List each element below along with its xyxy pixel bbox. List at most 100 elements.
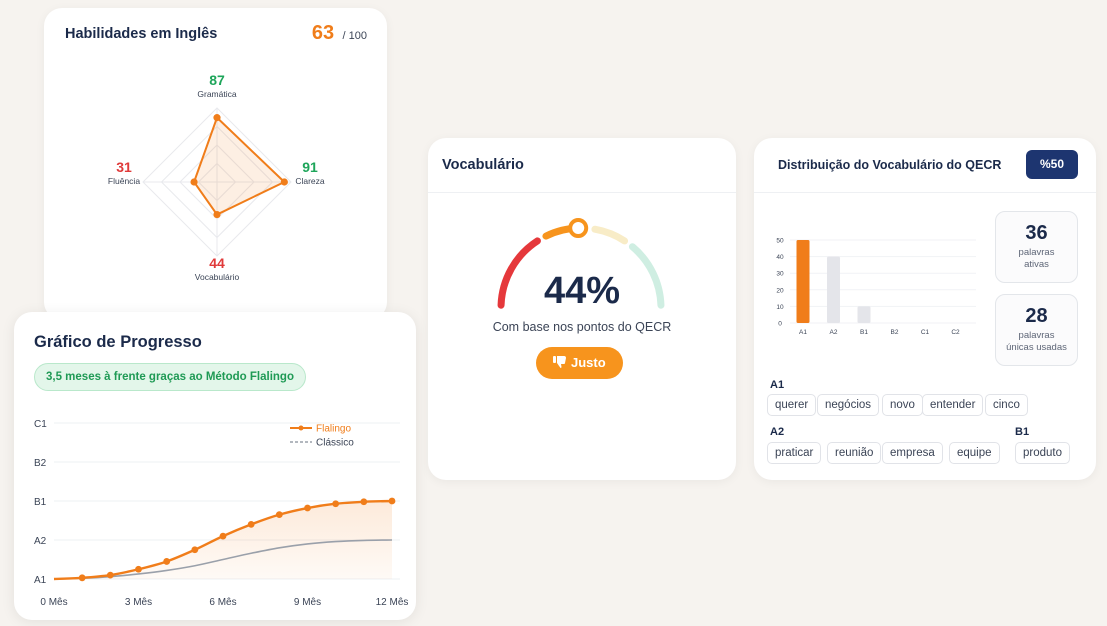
distribution-divider (754, 192, 1096, 193)
stat-unique-label-2: únicas usadas (1006, 342, 1067, 353)
word-chip: equipe (949, 442, 1000, 464)
word-chip: novo (882, 394, 923, 416)
progress-card: Gráfico de Progresso 3,5 meses à frente … (14, 312, 416, 620)
vocabulary-divider (428, 192, 736, 193)
skills-card: Habilidades em Inglês 63 / 100 87 Gramáti… (44, 8, 387, 320)
stat-unique-words: 28 palavras únicas usadas (995, 294, 1078, 366)
vocabulary-card: Vocabulário 44% Com base nos pontos do Q… (428, 138, 736, 480)
bar-y-label-10: 10 (776, 304, 784, 311)
cefr-bar-chart: 0 10 20 30 40 50 A1 A2 B1 B2 C1 C2 (776, 238, 976, 336)
vocabulary-subtitle: Com base nos pontos do QECR (492, 320, 672, 334)
progress-badge: 3,5 meses à frente graças ao Método Flal… (34, 363, 306, 391)
stat-active-number: 36 (1025, 222, 1048, 244)
level-label-a2: A2 (770, 426, 785, 438)
y-axis-labels: A1 A2 B1 B2 C1 (34, 419, 47, 586)
radar-score-3: 44 (209, 255, 225, 271)
rating-button[interactable]: Justo (536, 347, 623, 379)
flalingo-point-12 (388, 497, 396, 505)
word-chip: querer (767, 394, 817, 416)
bar-bars (796, 240, 871, 323)
flalingo-point-7 (247, 521, 255, 528)
radar-label-3: Vocabulário (195, 272, 240, 282)
bar-x-labels: A1 A2 B1 B2 C1 C2 (799, 329, 960, 336)
thumbs-down-icon (553, 348, 567, 368)
bar-x-label-A2: A2 (830, 329, 838, 336)
x-label-0: 0 Mês (40, 597, 67, 608)
radar-point-3 (213, 210, 221, 219)
bar-grid (790, 239, 976, 324)
stat-active-label-2: ativas (1024, 259, 1049, 270)
radar-point-2 (280, 178, 288, 186)
legend-classic-label: Clássico (316, 438, 354, 449)
flalingo-points (78, 497, 396, 582)
bar-B1 (857, 306, 871, 323)
y-label-C1: C1 (34, 419, 47, 430)
radar-score-4: 31 (116, 159, 132, 175)
flalingo-point-5 (191, 546, 199, 554)
word-chip: cinco (985, 394, 1028, 416)
bar-A1 (796, 240, 810, 323)
y-label-B1: B1 (34, 497, 47, 508)
radar-label-4: Fluência (108, 176, 140, 186)
radar-label-1: Gramática (197, 89, 236, 99)
level-label-b1: B1 (1015, 426, 1030, 438)
radar-label-2: Clareza (295, 176, 325, 186)
word-chip: praticar (767, 442, 822, 464)
bar-y-label-50: 50 (776, 238, 784, 245)
stat-active-label-1: palavras (1018, 247, 1055, 258)
gauge-marker (568, 218, 589, 239)
vocabulary-title: Vocabulário (442, 157, 524, 173)
cefr-distribution-title: Distribuição do Vocabulário do QECR (778, 158, 1002, 172)
radar-score-1: 87 (209, 72, 225, 88)
x-label-3: 9 Mês (294, 597, 321, 608)
word-chip: produto (1015, 442, 1071, 464)
word-chip: entender (922, 394, 984, 416)
radar-polygon (192, 115, 287, 216)
flalingo-point-4 (163, 558, 171, 565)
flalingo-point-11 (360, 498, 368, 506)
radar-score-2: 91 (302, 159, 318, 175)
radar-point-4 (190, 178, 198, 186)
bar-x-label-C2: C2 (951, 329, 960, 336)
rating-button-label: Justo (570, 355, 606, 370)
bar-y-label-30: 30 (776, 271, 784, 278)
bar-y-labels: 0 10 20 30 40 50 (776, 238, 784, 328)
word-chip: negócios (817, 394, 880, 416)
skills-title: Habilidades em Inglês (65, 26, 218, 42)
flalingo-area (54, 501, 392, 579)
gauge-segment-high (591, 225, 629, 245)
progress-legend: Flalingo Clássico (290, 424, 354, 449)
level-label-a1: A1 (770, 379, 785, 391)
gauge-segment-top (628, 243, 665, 309)
y-label-A2: A2 (34, 536, 47, 547)
skills-score: 63 / 100 (312, 22, 367, 45)
bar-A2 (827, 256, 840, 323)
x-axis-labels: 0 Mês 3 Mês 6 Mês 9 Mês 12 Mês (40, 597, 408, 608)
cefr-percent-badge: %50 (1026, 150, 1078, 179)
cefr-distribution-card: Distribuição do Vocabulário do QECR %50 … (754, 138, 1096, 480)
flalingo-point-1 (78, 574, 86, 582)
y-label-A1: A1 (34, 575, 47, 586)
bar-x-label-A1: A1 (799, 329, 807, 336)
radar-grid (142, 107, 292, 257)
radar-point-1 (213, 114, 221, 122)
bar-x-label-B1: B1 (860, 329, 868, 336)
y-label-B2: B2 (34, 458, 47, 469)
x-label-2: 6 Mês (209, 597, 236, 608)
skills-score-max: / 100 (342, 30, 367, 42)
word-chip: empresa (882, 442, 943, 464)
legend-flalingo-label: Flalingo (316, 424, 351, 435)
word-chip: reunião (827, 442, 882, 464)
flalingo-point-3 (135, 565, 142, 573)
stat-active-words: 36 palavras ativas (995, 211, 1078, 283)
legend-flalingo-dot (298, 425, 304, 431)
radar-points (190, 114, 288, 219)
flalingo-point-6 (219, 532, 227, 540)
vocabulary-gauge (497, 218, 665, 309)
gauge-segment-low (497, 237, 541, 309)
vocabulary-percent: 44% (543, 270, 621, 312)
bar-y-label-20: 20 (776, 287, 784, 294)
skills-score-value: 63 (311, 22, 335, 44)
bar-x-label-B2: B2 (891, 329, 899, 336)
